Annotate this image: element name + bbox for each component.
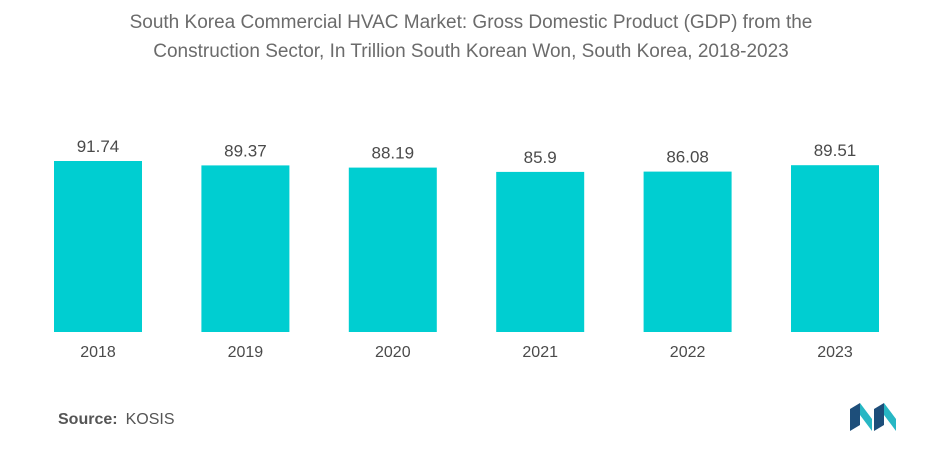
data-label-2019: 89.37 [224,141,267,160]
source-value: KOSIS [125,411,175,428]
chart-title-line2: Construction Sector, In Trillion South K… [153,41,789,62]
chart-title: South Korea Commercial HVAC Market: Gros… [0,8,942,66]
data-label-2022: 86.08 [666,148,709,167]
data-label-2018: 91.74 [77,137,120,156]
bar-2018 [54,161,142,332]
x-tick-2019: 2019 [228,344,264,361]
source-label: Source: [58,411,118,428]
bar-2021 [496,171,585,332]
x-tick-2020: 2020 [375,344,411,361]
x-tick-2022: 2022 [670,344,706,361]
bar-2022 [643,171,732,332]
mordor-logo-icon [850,403,896,431]
data-label-2021: 85.9 [524,148,557,167]
bar-2023 [791,165,879,332]
data-label-2023: 89.51 [814,141,857,160]
bar-chart: 91.74 2018 89.37 2019 88.19 2020 85.9 2021 86.08… [54,137,879,361]
x-tick-2023: 2023 [817,344,853,361]
bar-2020 [348,167,437,332]
x-tick-2018: 2018 [80,344,116,361]
source-note: Source: KOSIS [58,411,174,429]
chart-title-line1: South Korea Commercial HVAC Market: Gros… [129,12,813,33]
bar-2019 [201,165,290,332]
data-label-2020: 88.19 [372,144,415,163]
x-tick-2021: 2021 [522,344,558,361]
